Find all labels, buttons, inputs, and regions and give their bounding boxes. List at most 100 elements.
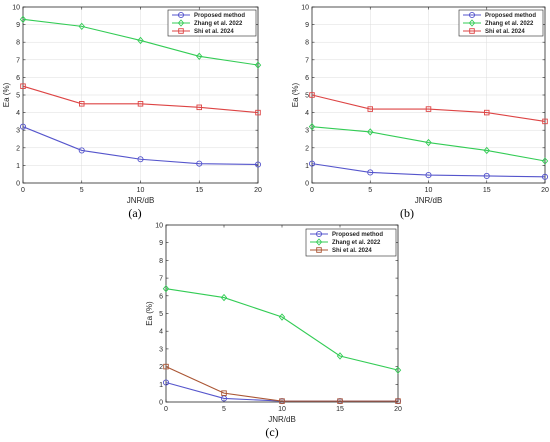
panel-caption: (b) (400, 206, 414, 220)
data-point-zhang-et-al-2022 (483, 146, 490, 155)
data-point-shi-et-al-2024 (255, 109, 261, 116)
y-axis-label: Ea (%) (2, 82, 11, 107)
data-point-zhang-et-al-2022 (394, 366, 402, 374)
data-point-zhang-et-al-2022 (162, 285, 170, 293)
legend: Proposed method Zhang et al. 2022 Shi et a… (458, 9, 544, 37)
y-tick-label: 4 (159, 329, 163, 336)
legend-label-proposed-method: Proposed method (194, 13, 245, 19)
series-line-shi-et-al-2024 (22, 85, 259, 114)
x-tick-label: 10 (137, 187, 145, 194)
y-tick-label: 7 (159, 276, 163, 283)
x-tick-label: 10 (278, 406, 286, 413)
series-line-shi-et-al-2024 (311, 94, 546, 122)
y-tick-label: 9 (305, 22, 309, 29)
y-tick-label: 5 (16, 93, 20, 100)
y-tick-label: 5 (159, 311, 163, 318)
legend-marker-zhang-et-al-2022 (468, 19, 476, 27)
data-point-zhang-et-al-2022 (367, 128, 374, 136)
data-point-shi-et-al-2024 (425, 106, 432, 112)
data-point-zhang-et-al-2022 (336, 352, 344, 360)
data-point-zhang-et-al-2022 (254, 61, 262, 69)
y-tick-label: 4 (305, 110, 309, 117)
legend-marker-proposed-method (315, 230, 323, 238)
y-tick-label: 8 (16, 40, 20, 47)
legend-label-zhang-et-al-2022: Zhang et al. 2022 (194, 21, 243, 27)
data-point-shi-et-al-2024 (279, 398, 285, 404)
data-point-proposed-method (19, 123, 27, 130)
y-tick-label: 4 (16, 110, 20, 117)
legend-marker-zhang-et-al-2022 (177, 19, 185, 27)
y-tick-label: 8 (159, 258, 163, 265)
data-point-shi-et-al-2024 (309, 92, 315, 98)
data-point-zhang-et-al-2022 (541, 157, 549, 165)
x-tick-label: 15 (336, 406, 344, 413)
data-point-shi-et-al-2024 (542, 118, 548, 125)
legend-label-zhang-et-al-2022: Zhang et al. 2022 (485, 21, 534, 27)
y-tick-label: 6 (16, 75, 20, 82)
y-tick-label: 1 (305, 163, 309, 170)
data-point-shi-et-al-2024 (337, 398, 343, 404)
chart-panel-3: 0 1 2 3 4 5 6 7 8 9 10 0 5 10 15 20 JNR/dB Ea (%) Proposed… (145, 223, 402, 440)
x-tick-label: 5 (80, 187, 84, 194)
x-tick-label: 5 (368, 187, 372, 194)
data-point-zhang-et-al-2022 (308, 122, 316, 131)
panel-caption: (c) (265, 425, 278, 439)
y-tick-label: 3 (159, 346, 163, 353)
data-point-zhang-et-al-2022 (425, 138, 432, 147)
legend: Proposed method Zhang et al. 2022 Shi et a… (167, 9, 257, 37)
data-point-proposed-method (367, 169, 374, 176)
series-line-zhang-et-al-2022 (165, 288, 399, 371)
series-line-shi-et-al-2024 (165, 366, 398, 402)
data-point-proposed-method (254, 161, 262, 168)
x-tick-label: 0 (164, 406, 168, 413)
legend-marker-shi-et-al-2024 (178, 28, 184, 34)
y-tick-label: 7 (305, 57, 309, 64)
data-point-proposed-method (137, 156, 144, 163)
data-point-zhang-et-al-2022 (220, 293, 228, 302)
y-tick-label: 10 (12, 5, 20, 12)
x-tick-label: 0 (310, 187, 314, 194)
legend-label-shi-et-al-2024: Shi et al. 2024 (485, 29, 525, 35)
legend-label-zhang-et-al-2022: Zhang et al. 2022 (332, 240, 381, 246)
y-tick-label: 2 (305, 145, 309, 152)
data-point-shi-et-al-2024 (163, 363, 169, 370)
chart-panel-1: 0 1 2 3 4 5 6 7 8 9 10 0 5 10 15 20 JNR/dB Ea (%) Proposed… (2, 5, 262, 221)
series-line-proposed-method (22, 126, 259, 166)
x-tick-label: 15 (195, 187, 203, 194)
data-point-proposed-method (541, 173, 549, 180)
data-point-shi-et-al-2024 (20, 83, 26, 89)
y-tick-label: 7 (16, 57, 20, 64)
legend-marker-proposed-method (177, 11, 185, 19)
data-point-proposed-method (196, 160, 203, 167)
y-tick-label: 9 (16, 22, 20, 29)
x-tick-label: 10 (425, 187, 433, 194)
y-tick-label: 3 (16, 128, 20, 135)
y-tick-label: 0 (16, 181, 20, 188)
data-point-shi-et-al-2024 (395, 398, 401, 404)
y-tick-label: 5 (305, 93, 309, 100)
series-line-proposed-method (311, 163, 546, 178)
y-tick-label: 2 (16, 145, 20, 152)
data-point-shi-et-al-2024 (484, 109, 490, 116)
x-axis-label: JNR/dB (415, 196, 443, 205)
y-tick-label: 1 (16, 163, 20, 170)
data-point-proposed-method (162, 379, 170, 386)
x-axis-label: JNR/dB (268, 415, 296, 424)
y-tick-label: 2 (159, 364, 163, 371)
data-point-shi-et-al-2024 (196, 104, 202, 111)
legend-label-shi-et-al-2024: Shi et al. 2024 (332, 248, 372, 254)
y-axis-label: Ea (%) (291, 82, 300, 107)
y-tick-label: 6 (305, 75, 309, 82)
x-tick-label: 5 (222, 406, 226, 413)
data-point-proposed-method (483, 172, 490, 180)
series-line-zhang-et-al-2022 (311, 126, 546, 162)
x-tick-label: 20 (394, 406, 402, 413)
x-tick-label: 20 (254, 187, 262, 194)
y-tick-label: 10 (301, 5, 309, 12)
y-tick-label: 3 (305, 128, 309, 135)
y-axis-label: Ea (%) (145, 301, 154, 326)
y-tick-label: 1 (159, 382, 163, 389)
data-point-zhang-et-al-2022 (78, 22, 85, 31)
data-point-shi-et-al-2024 (221, 390, 227, 396)
